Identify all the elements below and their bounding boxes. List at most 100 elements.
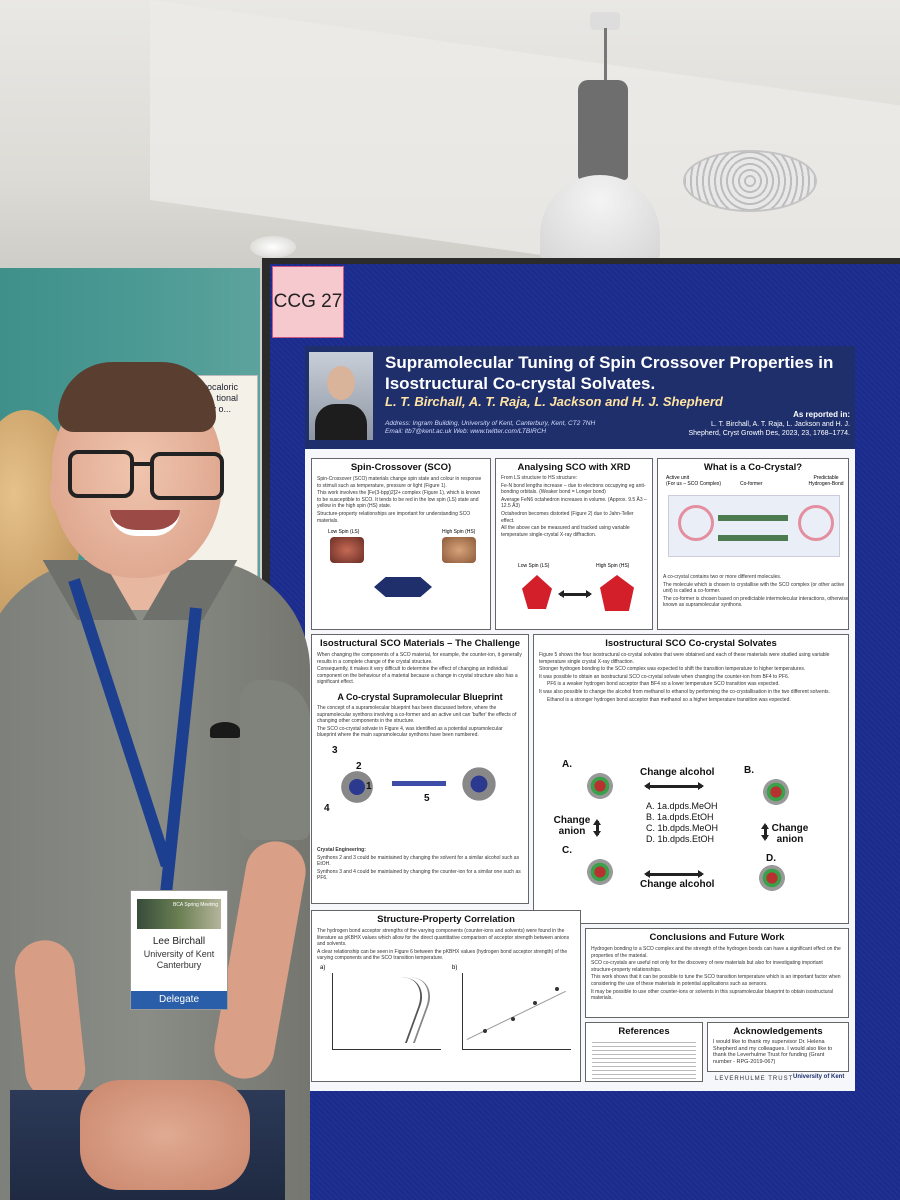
solvate-b-structure <box>754 771 798 813</box>
section-title: Isostructural SCO Materials – The Challe… <box>319 638 521 649</box>
section-title: Acknowledgements <box>733 1026 823 1037</box>
section-conclusions: Conclusions and Future Work Hydrogen bon… <box>585 928 849 1018</box>
badge-banner: BCA Spring Meeting <box>137 899 221 929</box>
author-photo <box>309 352 373 440</box>
solvate-list-item: A. 1a.dpds.MeOH <box>646 801 718 811</box>
alcohol-arrow <box>644 870 704 878</box>
solvate-list-item: D. 1b.dpds.EtOH <box>646 834 715 844</box>
lamp-cord <box>604 28 607 83</box>
board-tag: CCG 27 <box>272 266 344 338</box>
address-line: Address: Ingram Building, University of … <box>385 420 596 427</box>
badge-institution: University of Kent Canterbury <box>143 949 215 970</box>
poster-authors: L. T. Birchall, A. T. Raja, L. Jackson a… <box>385 394 723 409</box>
section-acknowledgements: Acknowledgements I would like to thank m… <box>707 1022 849 1072</box>
synthon-label: 5 <box>424 793 430 804</box>
engineering-body: Crystal Engineering: Synthons 2 and 3 co… <box>312 845 528 885</box>
blueprint-coformer <box>392 781 446 786</box>
section-body: A co-crystal contains two or more differ… <box>658 571 849 612</box>
bullet: The molecule which is chosen to crystall… <box>663 581 845 595</box>
bullet: Synthons 2 and 3 could be maintained by … <box>317 854 520 868</box>
presenter-hands <box>80 1080 250 1190</box>
synthon-label: 2 <box>356 761 362 772</box>
panel-a-label: a) <box>320 965 326 971</box>
section-challenge: Isostructural SCO Materials – The Challe… <box>311 634 529 904</box>
bullet: Stronger hydrogen bonding to the SCO com… <box>539 666 806 673</box>
lamp-neck <box>578 80 628 180</box>
poster-title: Supramolecular Tuning of Spin Crossover … <box>385 353 834 393</box>
bullet: The concept of a supramolecular blueprin… <box>317 704 517 725</box>
section-cocrystal: What is a Co-Crystal? Active unit (For u… <box>657 458 849 630</box>
lamp-mount <box>590 12 620 30</box>
bullet: The co-former is chosen based on predict… <box>663 595 849 609</box>
glasses-bridge <box>130 462 150 466</box>
blueprint-molecule-left <box>332 757 382 817</box>
outro-text: All the above can be measured and tracke… <box>501 525 630 538</box>
bullet: Consequently, it makes it very difficult… <box>317 666 518 686</box>
section-title: References <box>618 1026 670 1037</box>
shirt-logo-icon <box>210 722 240 738</box>
low-spin-crystal <box>330 537 364 563</box>
panel-b-label: b) <box>452 965 458 971</box>
synthon-label: 1 <box>366 781 372 792</box>
blueprint-molecule-right <box>452 753 506 815</box>
active-note: (For us – SCO Complex) <box>666 481 722 487</box>
change-anion-label: Change anion <box>553 815 591 837</box>
high-spin-label: High Spin (HS) <box>442 529 476 535</box>
alcohol-arrow <box>644 782 704 790</box>
bullet: Figure 5 shows the four isostructural co… <box>539 652 830 665</box>
poster-address: Address: Ingram Building, University of … <box>385 420 655 436</box>
solvate-a-label: A. <box>562 759 572 770</box>
stimulus-arrow <box>374 577 432 597</box>
section-correlation: Structure-Property Correlation The hydro… <box>311 910 581 1082</box>
section-body: Hydrogen bonding to a SCO complex and th… <box>586 943 848 1005</box>
section-title: Isostructural SCO Co-crystal Solvates <box>605 638 777 649</box>
anion-arrow <box>761 823 769 841</box>
solvate-list: A. 1a.dpds.MeOH B. 1a.dpds.EtOH C. 1b.dp… <box>646 801 718 845</box>
active-ring-right <box>798 505 834 541</box>
poster-header: Supramolecular Tuning of Spin Crossover … <box>305 346 855 449</box>
high-spin-crystal <box>442 537 476 563</box>
coformer-molecule <box>718 535 788 541</box>
active-ring-left <box>678 505 714 541</box>
ls-octahedron <box>522 575 552 609</box>
contact-line: Email: ltb7@kent.ac.uk Web: www.twitter.… <box>385 428 547 435</box>
ceiling-light <box>250 236 296 258</box>
solvate-b-label: B. <box>744 765 754 776</box>
ceiling-vent <box>683 150 817 212</box>
engineering-title: Crystal Engineering: <box>317 847 366 853</box>
section-title: Structure-Property Correlation <box>377 914 515 925</box>
section-solvates: Isostructural SCO Co-crystal Solvates Fi… <box>533 634 849 924</box>
presenter-smile <box>110 510 180 536</box>
correlation-plot <box>462 973 571 1050</box>
section-body: I would like to thank my supervisor Dr. … <box>713 1039 833 1065</box>
section-body: From LS structure to HS structure: Fe-N … <box>496 473 652 540</box>
sco-curves-plot <box>332 973 441 1050</box>
solvate-c-label: C. <box>562 845 572 856</box>
synthon-label: 3 <box>332 745 338 756</box>
active-label: Active unit <box>666 475 690 481</box>
solvate-c-structure <box>578 851 622 893</box>
bullet: Hydrogen bonding to a SCO complex and th… <box>591 946 841 959</box>
bullet: This work shows that it can be possible … <box>591 974 841 987</box>
poster: Supramolecular Tuning of Spin Crossover … <box>305 346 855 1091</box>
solvate-list-item: C. 1b.dpds.MeOH <box>646 823 719 833</box>
section-title: Spin-Crossover (SCO) <box>350 462 452 473</box>
kent-logo: University of Kent <box>793 1074 845 1080</box>
blueprint-body: The concept of a supramolecular blueprin… <box>312 702 528 742</box>
bullet: Ethanol is a stronger hydrogen bond acce… <box>547 696 791 703</box>
badge-event: BCA Spring Meeting <box>172 902 218 908</box>
hbond-label: Predictable Hydrogen-Bond <box>808 475 844 487</box>
reported-label: As reported in: <box>793 410 850 419</box>
solvate-list-item: B. 1a.dpds.EtOH <box>646 812 714 822</box>
bullet: PF6 is a weaker hydrogen bond acceptor t… <box>547 681 780 688</box>
bullet: A clear relationship can be seen in Figu… <box>317 948 568 962</box>
bullet: The hydrogen bond acceptor strengths of … <box>317 928 570 948</box>
glasses-lens-right <box>150 452 224 500</box>
reported-reference: L. T. Birchall, A. T. Raja, L. Jackson a… <box>688 421 851 437</box>
synthon-label: 4 <box>324 803 330 814</box>
section-references: References <box>585 1022 703 1082</box>
badge-name: Lee Birchall <box>152 936 206 947</box>
bullet: Average FeN6 octahedron increases in vol… <box>501 496 647 510</box>
bullet: It was possible to obtain an isostructur… <box>539 673 790 680</box>
presenter-hair <box>58 362 216 432</box>
